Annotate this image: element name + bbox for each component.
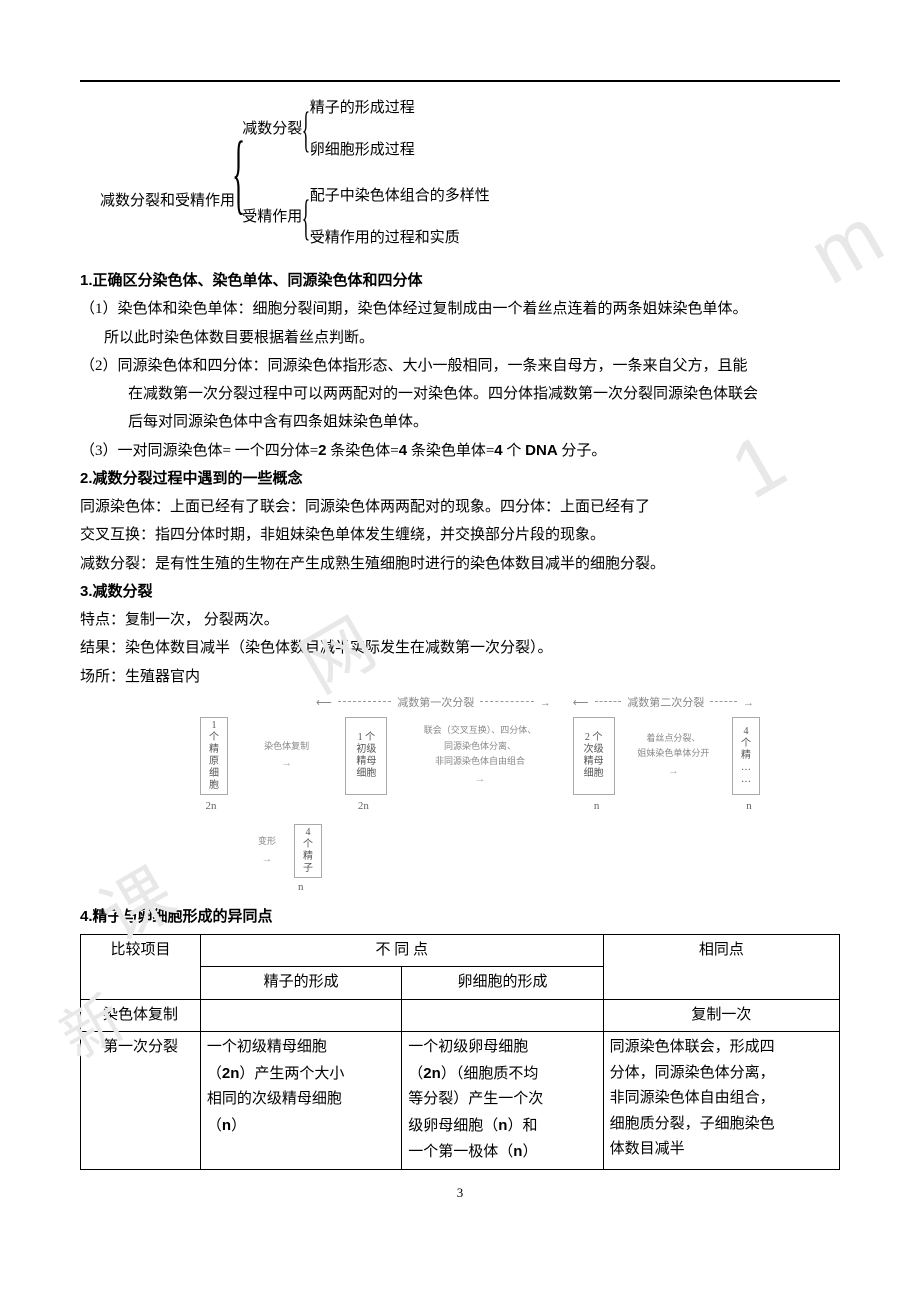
paragraph: 所以此时染色体数目要根据着丝点判断。 — [80, 325, 840, 351]
bracket-icon: { — [302, 207, 310, 227]
text: 个 — [503, 443, 526, 459]
diagram-arrow-label: 变形 — [242, 834, 292, 850]
cell-line: 一个初级精母细胞 — [207, 1035, 395, 1061]
paragraph: （3）一对同源染色体= 一个四分体=2 条染色体=4 条染色单体=4 个 DNA… — [80, 438, 840, 464]
tree-branch-label: 受精作用 — [242, 205, 302, 229]
concept-tree: 减数分裂和受精作用 { 减数分裂 { 精子的形成过程 卵细胞形成过程 受精作用 … — [80, 90, 840, 256]
table-subheader: 精子的形成 — [200, 967, 401, 1000]
cell-line: 非同源染色体自由组合， — [610, 1086, 833, 1112]
text: 条染色体= — [327, 443, 399, 459]
paragraph: （1）染色体和染色单体：细胞分裂间期，染色体经过复制成由一个着丝点连着的两条姐妹… — [80, 296, 840, 322]
text: 分子。 — [558, 443, 607, 459]
bold-text: 4 — [399, 442, 407, 459]
ploidy-label: 2n — [345, 797, 381, 816]
cell-line: 一个第一极体（n） — [408, 1139, 596, 1166]
paragraph: 减数分裂：是有性生殖的生物在产生成熟生殖细胞时进行的染色体数目减半的细胞分裂。 — [80, 551, 840, 577]
paragraph: 结果：染色体数目减半（染色体数目减半实际发生在减数第一次分裂）。 — [80, 635, 840, 661]
paragraph: 后每对同源染色体中含有四条姐妹染色单体。 — [80, 409, 840, 435]
bracket-icon: { — [232, 151, 245, 196]
ploidy-label: 2n — [200, 797, 222, 816]
document-body: 1.正确区分染色体、染色单体、同源染色体和四分体 （1）染色体和染色单体：细胞分… — [80, 268, 840, 1205]
bold-text: 2 — [318, 442, 326, 459]
cell-line: 一个初级卵母细胞 — [408, 1035, 596, 1061]
table-cell: 一个初级卵母细胞 （2n）（细胞质不均 等分裂）产生一个次 级卵母细胞（n）和 … — [402, 1032, 603, 1170]
bracket-icon: { — [302, 119, 310, 139]
section-heading: 1.正确区分染色体、染色单体、同源染色体和四分体 — [80, 268, 840, 294]
diagram-cell: 4个精子 — [294, 824, 322, 878]
cell-line: 体数目减半 — [610, 1137, 833, 1163]
table-cell — [200, 999, 401, 1032]
bold-text: 4 — [494, 442, 502, 459]
text: 条染色单体= — [407, 443, 494, 459]
section-heading: 2.减数分裂过程中遇到的一些概念 — [80, 466, 840, 492]
page-number: 3 — [80, 1182, 840, 1205]
diagram-cell: 4个精…… — [732, 717, 760, 795]
cell-line: 同源染色体联会，形成四 — [610, 1035, 833, 1061]
diagram-cell: 1 个初级精母细胞 — [345, 717, 387, 795]
paragraph: 特点：复制一次， 分裂两次。 — [80, 607, 840, 633]
comparison-table: 比较项目 不 同 点 相同点 精子的形成 卵细胞的形成 染色体复制 复制一次 第… — [80, 934, 840, 1170]
ploidy-label: n — [298, 878, 760, 897]
diagram-cell: 2 个次级精母细胞 — [573, 717, 615, 795]
tree-root: 减数分裂和受精作用 — [100, 133, 235, 213]
paragraph: 交叉互换：指四分体时期，非姐妹染色单体发生缠绕，并交换部分片段的现象。 — [80, 522, 840, 548]
ploidy-label: n — [738, 797, 760, 816]
tree-leaf: 配子中染色体组合的多样性 — [310, 182, 490, 210]
diagram-arrow-label: 联会（交叉互换）、四分体、同源染色体分离、非同源染色体自由组合 — [389, 723, 570, 770]
section-heading: 3.减数分裂 — [80, 579, 840, 605]
table-row: 染色体复制 复制一次 — [81, 999, 840, 1032]
diagram-cell: 1个精原细胞 — [200, 717, 228, 795]
paragraph: 在减数第一次分裂过程中可以两两配对的一对染色体。四分体指减数第一次分裂同源染色体… — [80, 381, 840, 407]
table-header: 相同点 — [603, 934, 839, 999]
text: 场所：生殖器官内 — [80, 669, 200, 685]
meiosis-diagram: ⟵ 减数第一次分裂 → ⟵ 减数第二次分裂 → 1个精原细胞 染色体复制 1 个… — [200, 694, 760, 898]
table-cell: 复制一次 — [603, 999, 839, 1032]
table-header: 不 同 点 — [200, 934, 603, 967]
top-rule — [80, 80, 840, 82]
table-cell: 同源染色体联会，形成四 分体，同源染色体分离， 非同源染色体自由组合， 细胞质分… — [603, 1032, 839, 1170]
cell-line: （n） — [207, 1113, 395, 1140]
table-row: 第一次分裂 一个初级精母细胞 （2n）产生两个大小 相同的次级精母细胞 （n） … — [81, 1032, 840, 1170]
table-cell — [402, 999, 603, 1032]
text: （3）一对同源染色体= 一个四分体= — [80, 443, 318, 459]
paragraph: 场所：生殖器官内 — [80, 664, 840, 690]
paragraph: （2）同源染色体和四分体：同源染色体指形态、大小一般相同，一条来自母方，一条来自… — [80, 353, 840, 379]
ploidy-label: n — [579, 797, 615, 816]
cell-line: 相同的次级精母细胞 — [207, 1087, 395, 1113]
table-row: 比较项目 不 同 点 相同点 — [81, 934, 840, 967]
cell-line: 分体，同源染色体分离， — [610, 1061, 833, 1087]
tree-branch-label: 减数分裂 — [242, 117, 302, 141]
cell-line: 细胞质分裂，子细胞染色 — [610, 1112, 833, 1138]
bold-text: DNA — [525, 442, 558, 459]
cell-line: 级卵母细胞（n）和 — [408, 1113, 596, 1140]
cell-line: （2n）（细胞质不均 — [408, 1061, 596, 1088]
table-cell: 第一次分裂 — [81, 1032, 201, 1170]
tree-leaf: 卵细胞形成过程 — [310, 136, 415, 164]
table-subheader: 卵细胞的形成 — [402, 967, 603, 1000]
tree-leaf: 精子的形成过程 — [310, 94, 415, 122]
diagram-arrow-label: 着丝点分裂、姐妹染色单体分开 — [617, 731, 730, 763]
table-cell: 一个初级精母细胞 （2n）产生两个大小 相同的次级精母细胞 （n） — [200, 1032, 401, 1170]
tree-leaf: 受精作用的过程和实质 — [310, 224, 490, 252]
table-header: 比较项目 — [81, 934, 201, 999]
diagram-arrow-label: 染色体复制 — [230, 739, 343, 755]
cell-line: 等分裂）产生一个次 — [408, 1087, 596, 1113]
diagram-label: 减数第二次分裂 — [621, 694, 710, 713]
cell-line: （2n）产生两个大小 — [207, 1061, 395, 1088]
diagram-label: 减数第一次分裂 — [391, 694, 480, 713]
table-cell: 染色体复制 — [81, 999, 201, 1032]
section-heading: 4.精子与卵细胞形成的异同点 — [80, 904, 840, 930]
paragraph: 同源染色体：上面已经有了联会：同源染色体两两配对的现象。四分体：上面已经有了 — [80, 494, 840, 520]
